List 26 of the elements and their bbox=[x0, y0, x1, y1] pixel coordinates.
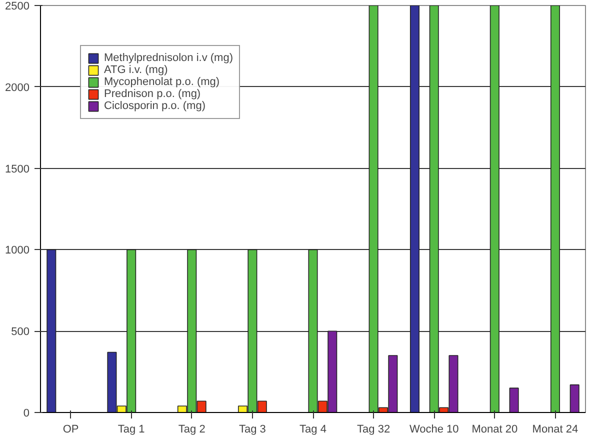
bar bbox=[570, 384, 580, 412]
y-tick-label: 1500 bbox=[5, 163, 30, 176]
x-tick-label: Monat 24 bbox=[532, 424, 578, 436]
x-tick-label: OP bbox=[62, 424, 79, 436]
legend-label: ATG i.v. (mg) bbox=[104, 64, 168, 76]
bar bbox=[46, 249, 56, 412]
x-tick-label: Tag 32 bbox=[357, 424, 390, 436]
y-tick-label: 500 bbox=[11, 326, 30, 338]
y-tick-label: 2500 bbox=[5, 0, 30, 12]
legend-label: Prednison p.o. (mg) bbox=[104, 88, 201, 100]
legend-label: Mycophenolat p.o. (mg) bbox=[104, 76, 220, 88]
x-tick-label: Tag 2 bbox=[178, 424, 206, 436]
x-tick-label: Tag 3 bbox=[238, 424, 266, 436]
legend-label: Ciclosporin p.o. (mg) bbox=[104, 100, 206, 112]
x-tick-label: Monat 20 bbox=[472, 424, 518, 436]
y-tick-label: 1000 bbox=[5, 244, 30, 257]
x-tick-label: Tag 1 bbox=[118, 424, 145, 436]
x-tick-label: Tag 4 bbox=[300, 424, 326, 436]
bar bbox=[509, 388, 519, 412]
y-tick-label: 0 bbox=[23, 408, 30, 420]
bar bbox=[410, 6, 420, 412]
y-tick-label: 2000 bbox=[5, 82, 30, 94]
bar bbox=[550, 6, 560, 412]
x-tick-label: Woche 10 bbox=[409, 424, 459, 436]
bar bbox=[490, 6, 500, 412]
legend-label: Methylprednisolon i.v (mg) bbox=[104, 52, 233, 64]
